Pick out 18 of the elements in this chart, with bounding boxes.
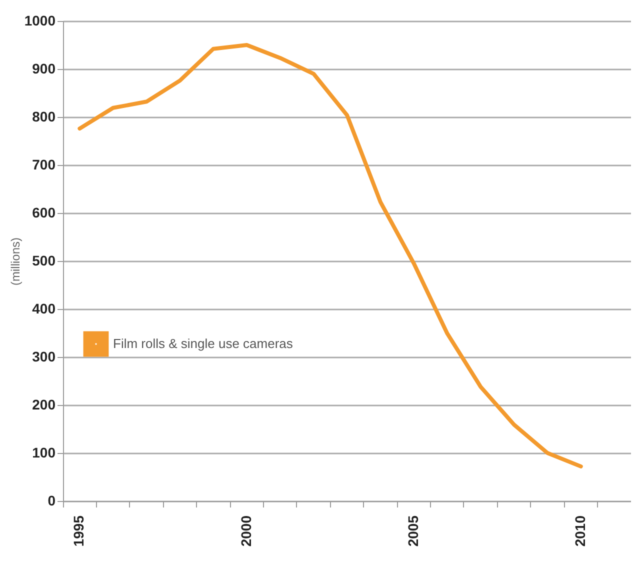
x-tick-label: 2005 [404,515,421,547]
x-tick-label: 2000 [238,515,254,547]
legend-label: Film rolls & single use cameras [113,336,294,351]
y-axis-title: (millions) [8,237,22,286]
y-tick-label: 1000 [24,12,56,28]
y-tick-label: 300 [32,348,56,364]
y-tick-label: 800 [32,108,56,124]
x-tick-label: 1995 [70,515,87,547]
y-tick-label: 700 [32,156,56,172]
line-series [78,43,583,468]
y-tick-label: 200 [32,396,56,412]
y-tick-label: 400 [32,300,56,316]
y-tick-label: 0 [48,492,56,508]
y-tick-label: 600 [32,204,56,220]
y-tick-label: 900 [32,60,56,76]
x-tick-label: 2010 [572,515,588,547]
y-tick-label: 100 [32,444,56,460]
y-tick-label: 500 [32,252,56,268]
